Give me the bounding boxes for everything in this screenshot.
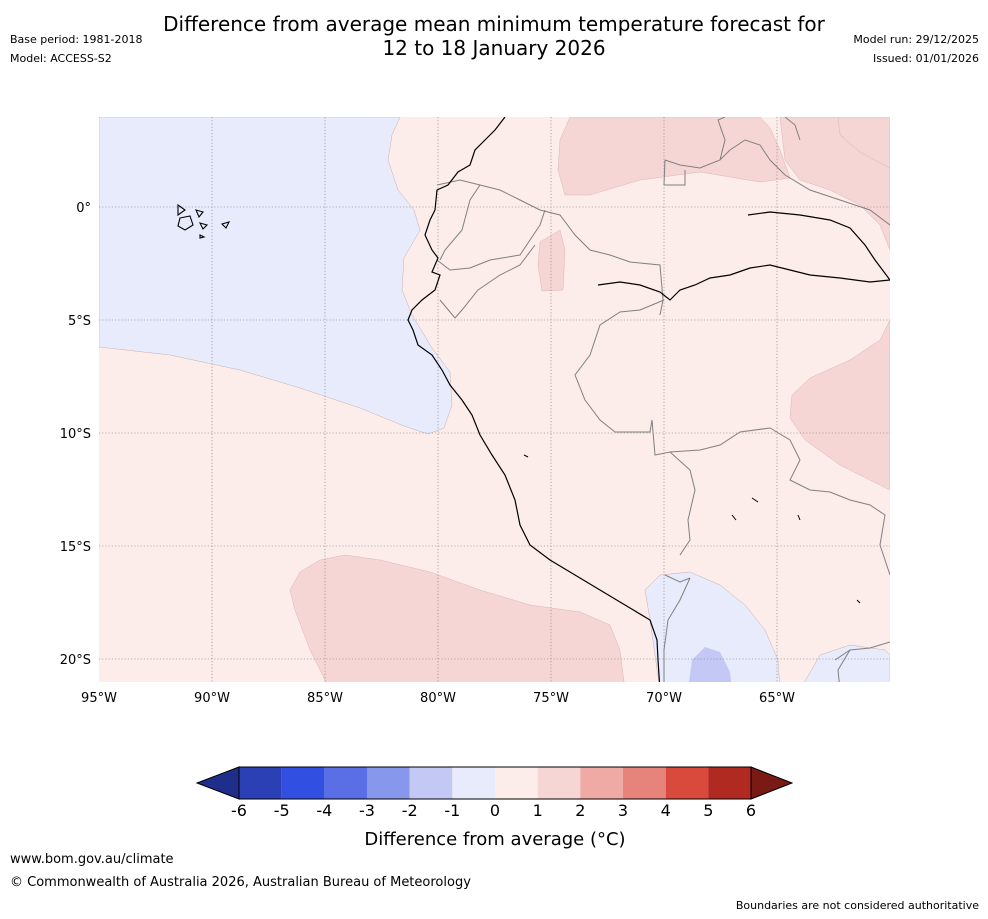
colorbar-tick: -6 — [231, 801, 247, 820]
lon-label: 90°W — [194, 691, 230, 706]
region-pos-1-2-southwest — [289, 554, 625, 682]
lon-label: 85°W — [307, 691, 343, 706]
colorbar-bin — [281, 767, 325, 799]
lakes — [523, 454, 861, 604]
colorbar-bin — [367, 767, 410, 799]
colorbar-bin — [708, 767, 751, 799]
lon-label: 65°W — [759, 691, 795, 706]
lat-label: 10°S — [60, 427, 91, 442]
lat-label: 15°S — [60, 540, 91, 555]
region-pos-1-2-north — [557, 117, 791, 196]
colorbar-tick: 2 — [575, 801, 585, 820]
lat-label: 0° — [76, 201, 91, 216]
colorbar-tick: 5 — [703, 801, 713, 820]
region-pos-1-2-center-strip — [537, 229, 566, 292]
latitude-labels: 0° 5°S 10°S 15°S 20°S — [60, 201, 91, 668]
base-period-text: Base period: 1981-2018 — [10, 33, 143, 46]
map-panel — [99, 117, 890, 682]
colorbar-tick: -5 — [274, 801, 290, 820]
website-link[interactable]: www.bom.gov.au/climate — [10, 852, 174, 867]
colorbar-label: Difference from average (°C) — [364, 829, 625, 850]
colorbar-tick: -4 — [316, 801, 332, 820]
model-text: Model: ACCESS-S2 — [10, 52, 112, 65]
title-line-1: Difference from average mean minimum tem… — [163, 12, 825, 36]
region-neg-0-1-southeast — [804, 644, 890, 682]
colorbar-bin — [239, 767, 282, 799]
colorbar-tick: 0 — [490, 801, 500, 820]
colorbar-tick: 3 — [618, 801, 628, 820]
map-title: Difference from average mean minimum tem… — [0, 12, 988, 60]
colorbar-bin — [623, 767, 666, 799]
lon-label: 70°W — [646, 691, 682, 706]
colorbar-tick: -2 — [402, 801, 418, 820]
disclaimer-text: Boundaries are not considered authoritat… — [735, 899, 979, 912]
colorbar-tick: -1 — [444, 801, 460, 820]
lon-label: 75°W — [533, 691, 569, 706]
colorbar-tick: 1 — [533, 801, 543, 820]
lon-label: 95°W — [81, 691, 117, 706]
colorbar-high-extension — [750, 766, 794, 800]
region-neg-0-1-south — [644, 571, 780, 682]
lat-label: 20°S — [60, 653, 91, 668]
colorbar — [195, 766, 794, 800]
colorbar-tick: 4 — [661, 801, 671, 820]
region-pos-1-2-southeast — [789, 319, 890, 491]
model-run-text: Model run: 29/12/2025 — [853, 33, 979, 46]
colorbar-bin — [324, 767, 367, 799]
lat-label: 5°S — [68, 314, 91, 329]
colorbar-bin — [580, 767, 623, 799]
title-line-2: 12 to 18 January 2026 — [382, 36, 606, 60]
colorbar-bin — [452, 767, 495, 799]
colorbar-bin — [665, 767, 709, 799]
colorbar-tick: -3 — [359, 801, 375, 820]
copyright-text: © Commonwealth of Australia 2026, Austra… — [10, 875, 471, 890]
colorbar-bin — [409, 767, 453, 799]
colorbar-bin — [537, 767, 581, 799]
galapagos-islands — [177, 203, 231, 239]
country-borders — [436, 117, 890, 682]
colorbar-tick-labels: -6 -5 -4 -3 -2 -1 0 1 2 3 4 5 6 — [231, 801, 756, 820]
colorbar-tick: 6 — [746, 801, 756, 820]
longitude-labels: 95°W 90°W 85°W 80°W 75°W 70°W 65°W — [81, 691, 795, 706]
region-neg-1-2 — [689, 647, 732, 682]
graticule — [99, 117, 890, 682]
colorbar-bin — [495, 767, 538, 799]
lon-label: 80°W — [420, 691, 456, 706]
coastline — [407, 117, 890, 682]
colorbar-low-extension — [195, 766, 240, 800]
issued-text: Issued: 01/01/2026 — [872, 52, 979, 65]
region-pos-1-2-east — [779, 117, 890, 251]
region-neg-0-1-ocean — [99, 117, 453, 435]
